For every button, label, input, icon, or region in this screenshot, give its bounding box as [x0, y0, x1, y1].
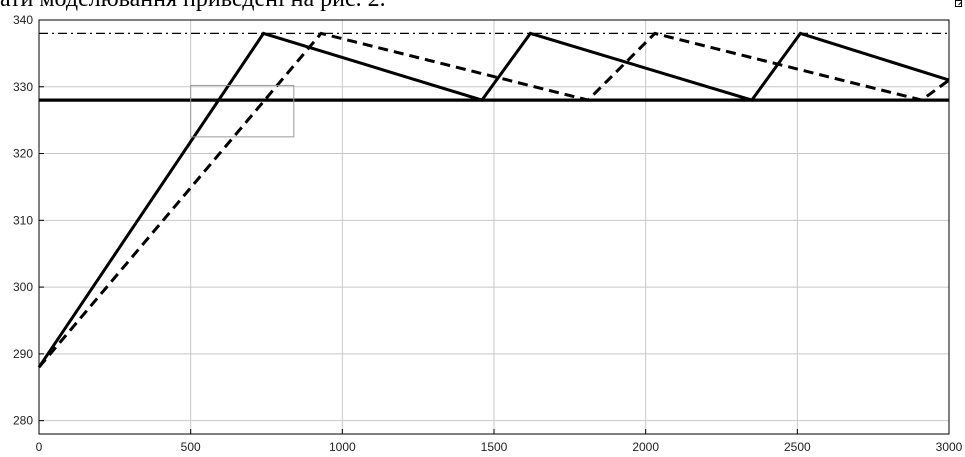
page-caption-text: ати моделювання приведені на рис. 2. [0, 0, 386, 13]
x-axis-ticks: 0 500 1000 1500 2000 2500 3000 [36, 429, 963, 454]
x-tick-label: 0 [36, 440, 43, 454]
y-tick-label: 310 [13, 213, 33, 227]
expand-icon[interactable] [955, 0, 962, 7]
y-tick-label: 320 [13, 147, 33, 161]
y-tick-label: 340 [13, 13, 33, 27]
y-tick-label: 330 [13, 80, 33, 94]
x-tick-label: 3000 [936, 440, 963, 454]
y-tick-label: 300 [13, 280, 33, 294]
annotations-group [190, 84, 295, 138]
x-tick-label: 1000 [329, 440, 356, 454]
series-line-dashed [37, 31, 950, 369]
x-tick-label: 2500 [784, 440, 811, 454]
y-tick-label: 290 [13, 347, 33, 361]
x-tick-label: 1500 [481, 440, 508, 454]
y-axis-ticks: 280 290 300 310 320 330 340 [13, 13, 44, 428]
x-tick-label: 2000 [632, 440, 659, 454]
y-tick-label: 280 [13, 414, 33, 428]
x-tick-label: 500 [181, 440, 201, 454]
zoom-rectangle [190, 84, 295, 138]
